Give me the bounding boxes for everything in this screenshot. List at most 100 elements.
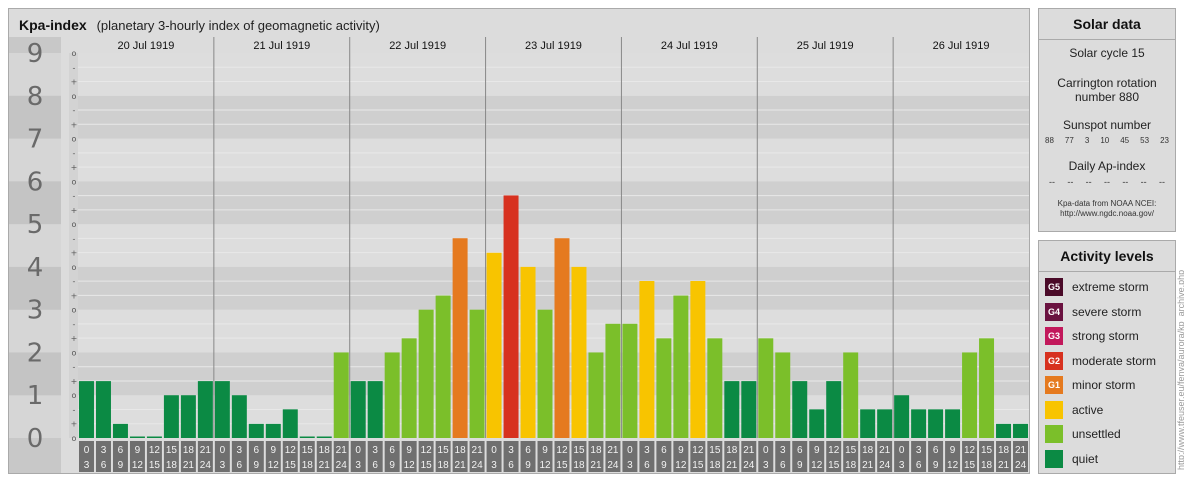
interval-start-label: 12 [828,445,840,456]
interval-end-label: 18 [166,460,178,471]
interval-box [248,441,264,472]
interval-start-label: 3 [780,445,786,456]
interval-end-label: 24 [200,460,212,471]
interval-start-label: 21 [607,445,619,456]
kp-bar [894,395,910,438]
interval-end-label: 15 [828,460,840,471]
minor-tick-label: + [71,420,78,429]
interval-box [418,441,434,472]
interval-end-label: 9 [254,460,260,471]
interval-box [843,441,859,472]
kp-bar [452,238,468,438]
interval-end-label: 24 [743,460,755,471]
interval-start-label: 18 [862,445,874,456]
interval-start-label: 15 [845,445,857,456]
day-label: 24 Jul 1919 [661,40,718,52]
kp-bar [469,309,485,438]
minor-tick-label: o [72,306,77,315]
interval-box [520,441,536,472]
legend-swatch [1045,425,1063,444]
interval-box [826,441,842,472]
minor-tick-label: - [73,405,76,414]
kp-bar [299,436,315,438]
kp-bar [826,381,842,438]
kp-bar [163,395,179,438]
y-label-band [9,266,61,310]
kp-bar [197,381,213,438]
minor-tick-label: - [73,363,76,372]
data-source-note: Kpa-data from NOAA NCEI: http://www.ngdc… [1039,199,1175,219]
kp-bar [588,352,604,438]
interval-box [639,441,655,472]
kp-bar [945,409,961,438]
minor-tick-label: + [71,120,78,129]
interval-start-label: 21 [472,445,484,456]
interval-end-label: 6 [916,460,922,471]
interval-start-label: 6 [525,445,531,456]
y-tick-label: 5 [27,210,44,240]
interval-end-label: 12 [539,460,551,471]
solar-cycle: Solar cycle 15 [1069,46,1145,60]
kp-bar [1013,423,1028,438]
interval-start-label: 18 [455,445,467,456]
kp-bar [758,338,774,438]
interval-box [622,441,638,472]
minor-tick-label: o [72,49,77,58]
interval-end-label: 18 [302,460,314,471]
interval-start-label: 3 [508,445,514,456]
kp-bar [622,323,638,438]
day-label: 26 Jul 1919 [933,40,990,52]
interval-start-label: 0 [763,445,769,456]
interval-box [486,441,502,472]
plot-band [78,181,1029,225]
interval-start-label: 15 [709,445,721,456]
y-label-band [9,352,61,396]
interval-box [996,441,1012,472]
plot-band [78,266,1029,310]
legend-label: active [1072,402,1104,417]
minor-tick-label: o [72,135,77,144]
interval-box [146,441,162,472]
interval-start-label: 9 [135,445,141,456]
minor-tick-label: - [73,63,76,72]
minor-tick-column [69,53,78,438]
interval-box [316,441,332,472]
interval-end-label: 3 [627,460,633,471]
interval-start-label: 18 [319,445,331,456]
interval-box [95,441,111,472]
legend-item-unsettled: unsettled [1039,422,1175,447]
kp-bar [775,352,791,438]
interval-end-label: 9 [525,460,531,471]
interval-box [758,441,774,472]
interval-box [809,441,825,472]
interval-end-label: 15 [421,460,433,471]
y-label-band [9,309,61,353]
interval-box [571,441,587,472]
interval-box [112,441,128,472]
interval-box [928,441,944,472]
legend-swatch: G1 [1045,376,1063,395]
interval-box [911,441,927,472]
legend-item-minor-storm: G1 minor storm [1039,373,1175,398]
kp-bar [214,381,230,438]
y-tick-label: 0 [27,424,44,454]
interval-box [299,441,315,472]
interval-start-label: 3 [101,445,107,456]
kp-bar [367,381,383,438]
ap-value: -- [1122,177,1129,187]
kp-bar [503,195,519,438]
interval-end-label: 6 [101,460,107,471]
interval-start-label: 18 [998,445,1010,456]
plot-band [78,309,1029,353]
interval-end-label: 6 [508,460,514,471]
kp-bar [316,436,332,438]
plot-band [78,352,1029,396]
interval-box [197,441,213,472]
chart-title: Kpa-index (planetary 3-hourly index of g… [19,17,380,33]
day-label: 21 Jul 1919 [253,40,310,52]
plot-band [78,224,1029,267]
plot-band [78,138,1029,182]
interval-box [129,441,145,472]
interval-end-label: 6 [237,460,243,471]
interval-start-label: 6 [661,445,667,456]
